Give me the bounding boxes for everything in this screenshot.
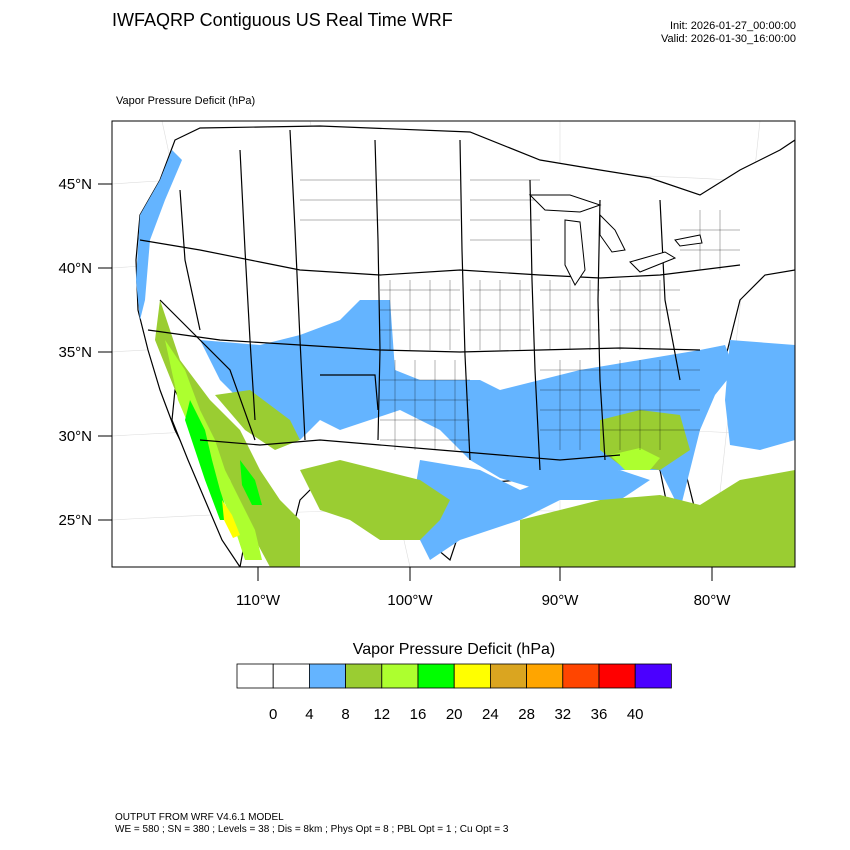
colorbar-tick-label-24: 24 [482, 706, 499, 723]
county-boundaries [300, 179, 740, 450]
field-label: Vapor Pressure Deficit (hPa) [116, 95, 256, 107]
colorbar-box-5 [417, 663, 455, 689]
latitude-ticks [98, 183, 112, 521]
longitude-labels: 110°W 100°W 90°W 80°W [236, 592, 731, 609]
colorbar-tick-label-0: 0 [269, 706, 277, 723]
colorbar-box-4 [381, 663, 419, 689]
colorbar-box-8 [526, 663, 564, 689]
init-time: Init: 2026-01-27_00:00:00 [670, 20, 796, 32]
lat-label-40n: 40°N [58, 260, 92, 277]
map-frame [111, 120, 796, 568]
colorbar-box-9 [562, 663, 600, 689]
run-times: Init: 2026-01-27_00:00:00 Valid: 2026-01… [661, 20, 796, 46]
colorbar-tick-label-4: 4 [305, 706, 313, 723]
colorbar-box-3 [345, 663, 383, 689]
lat-label-35n: 35°N [58, 344, 92, 361]
main-title: IWFAQRP Contiguous US Real Time WRF [112, 10, 453, 30]
vpd-20-24-shading [222, 500, 240, 538]
colorbar-box-0 [236, 663, 274, 689]
colorbar-box-7 [489, 663, 527, 689]
state-boundaries [139, 129, 741, 471]
lon-label-90w: 90°W [542, 592, 580, 609]
colorbar-tick-label-20: 20 [446, 706, 463, 723]
vpd-16-20-shading [185, 400, 262, 520]
colorbar-boxes [236, 663, 672, 689]
colorbar-tick-label-28: 28 [518, 706, 535, 723]
map-plot [112, 121, 795, 567]
colorbar-title: Vapor Pressure Deficit (hPa) [352, 641, 556, 658]
colorbar-tick-labels: 0 4 8 12 16 20 24 28 32 36 40 [269, 706, 644, 723]
lat-label-25n: 25°N [58, 512, 92, 529]
latitude-labels: 45°N 40°N 35°N 30°N 25°N [58, 176, 92, 529]
colorbar-tick-label-8: 8 [341, 706, 349, 723]
vpd-8-12-shading [155, 300, 795, 567]
colorbar-box-1 [272, 663, 310, 689]
lat-label-45n: 45°N [58, 176, 92, 193]
colorbar-tick-label-36: 36 [591, 706, 608, 723]
footer-model: OUTPUT FROM WRF V4.6.1 MODEL [115, 812, 284, 823]
lon-label-100w: 100°W [387, 592, 433, 609]
colorbar-tick-label-32: 32 [554, 706, 571, 723]
lat-label-30n: 30°N [58, 428, 92, 445]
colorbar-box-6 [453, 663, 491, 689]
great-lakes [528, 194, 703, 286]
footer-config: WE = 580 ; SN = 380 ; Levels = 38 ; Dis … [115, 824, 509, 835]
vpd-12-16-shading [165, 340, 660, 560]
colorbar-box-10 [598, 663, 636, 689]
colorbar-tick-label-16: 16 [410, 706, 427, 723]
colorbar-box-11 [634, 663, 672, 689]
colorbar-box-2 [308, 663, 346, 689]
colorbar-tick-label-40: 40 [627, 706, 644, 723]
lon-label-110w: 110°W [236, 592, 281, 609]
colorbar-tick-label-12: 12 [373, 706, 390, 723]
valid-time: Valid: 2026-01-30_16:00:00 [661, 33, 796, 45]
longitude-ticks [257, 567, 713, 581]
lon-label-80w: 80°W [694, 592, 732, 609]
